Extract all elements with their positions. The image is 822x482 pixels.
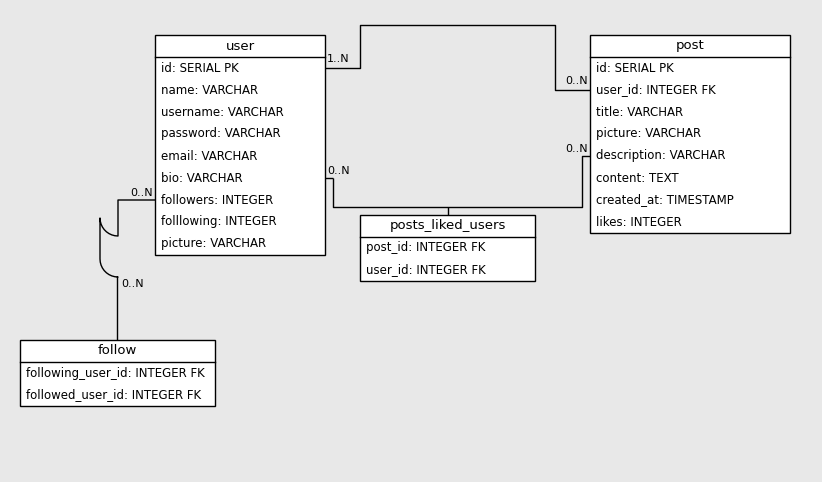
Text: created_at: TIMESTAMP: created_at: TIMESTAMP xyxy=(596,193,734,206)
Text: folllowing: INTEGER: folllowing: INTEGER xyxy=(161,215,277,228)
Text: 0..N: 0..N xyxy=(122,279,144,289)
Text: user_id: INTEGER FK: user_id: INTEGER FK xyxy=(596,83,716,96)
Text: user_id: INTEGER FK: user_id: INTEGER FK xyxy=(366,264,486,277)
Text: followers: INTEGER: followers: INTEGER xyxy=(161,193,273,206)
Bar xyxy=(20,340,215,406)
Text: 0..N: 0..N xyxy=(131,188,153,198)
Text: id: SERIAL PK: id: SERIAL PK xyxy=(596,62,674,75)
Text: user: user xyxy=(225,40,255,53)
Bar xyxy=(360,215,535,281)
Text: bio: VARCHAR: bio: VARCHAR xyxy=(161,172,242,185)
Text: 0..N: 0..N xyxy=(327,166,349,176)
Text: content: TEXT: content: TEXT xyxy=(596,172,679,185)
Text: 0..N: 0..N xyxy=(566,144,588,154)
Text: post_id: INTEGER FK: post_id: INTEGER FK xyxy=(366,241,485,254)
Text: following_user_id: INTEGER FK: following_user_id: INTEGER FK xyxy=(26,366,205,379)
Bar xyxy=(155,35,325,255)
Text: password: VARCHAR: password: VARCHAR xyxy=(161,128,280,140)
Text: posts_liked_users: posts_liked_users xyxy=(390,219,506,232)
Text: id: SERIAL PK: id: SERIAL PK xyxy=(161,62,238,75)
Text: picture: VARCHAR: picture: VARCHAR xyxy=(596,128,701,140)
Text: likes: INTEGER: likes: INTEGER xyxy=(596,215,681,228)
Bar xyxy=(590,35,790,233)
Text: title: VARCHAR: title: VARCHAR xyxy=(596,106,683,119)
Text: name: VARCHAR: name: VARCHAR xyxy=(161,83,258,96)
Text: picture: VARCHAR: picture: VARCHAR xyxy=(161,238,266,251)
Text: follow: follow xyxy=(98,345,137,358)
Text: username: VARCHAR: username: VARCHAR xyxy=(161,106,284,119)
Text: 0..N: 0..N xyxy=(566,76,588,86)
Text: post: post xyxy=(676,40,704,53)
Text: description: VARCHAR: description: VARCHAR xyxy=(596,149,726,162)
Text: 1..N: 1..N xyxy=(327,54,349,64)
Text: email: VARCHAR: email: VARCHAR xyxy=(161,149,257,162)
Text: followed_user_id: INTEGER FK: followed_user_id: INTEGER FK xyxy=(26,388,201,402)
